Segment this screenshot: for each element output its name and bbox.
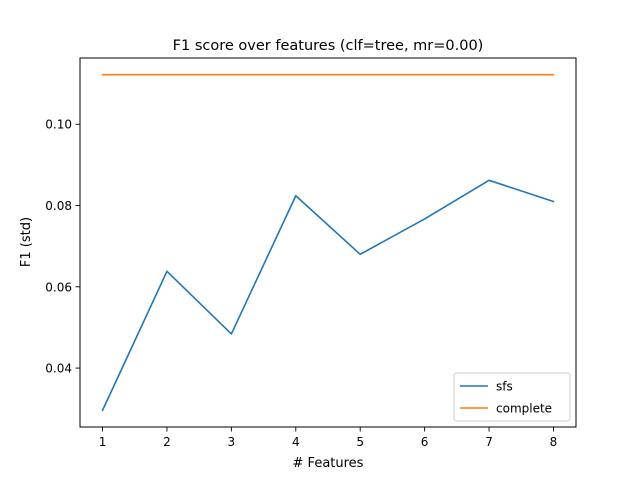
plot-area [101, 73, 555, 412]
x-tick-label: 7 [485, 435, 493, 449]
y-tick-label: 0.10 [45, 118, 72, 132]
chart-title: F1 score over features (clf=tree, mr=0.0… [173, 38, 484, 54]
x-axis: 1 2 3 4 5 6 7 8 [99, 427, 558, 449]
y-tick-label: 0.08 [45, 199, 72, 213]
y-axis-label: F1 (std) [19, 217, 34, 267]
x-tick-label: 2 [163, 435, 171, 449]
legend-box [453, 372, 571, 422]
legend-label-complete: complete [496, 402, 552, 416]
legend-label-sfs: sfs [496, 380, 513, 394]
y-tick-label: 0.04 [45, 362, 72, 376]
x-axis-label: # Features [293, 456, 364, 471]
x-tick-label: 6 [421, 435, 429, 449]
x-tick-label: 8 [550, 435, 558, 449]
y-tick-label: 0.06 [45, 280, 72, 294]
legend: sfs complete [453, 372, 571, 422]
y-axis: 0.04 0.06 0.08 0.10 [45, 118, 80, 376]
x-tick-label: 1 [99, 435, 107, 449]
plot-frame [79, 57, 577, 428]
x-tick-label: 4 [292, 435, 300, 449]
x-tick-label: 5 [356, 435, 364, 449]
x-tick-label: 3 [228, 435, 236, 449]
series-line-sfs [101, 179, 555, 412]
